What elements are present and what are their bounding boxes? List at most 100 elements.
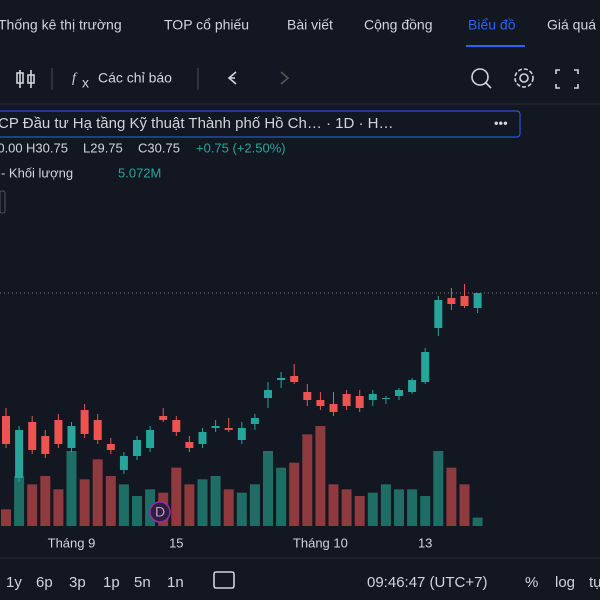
ohlc-legend: L29.75 (83, 140, 123, 155)
more-button[interactable]: ••• (494, 115, 508, 130)
candle-body (316, 400, 325, 406)
candle-body (237, 428, 246, 440)
volume-bar (184, 484, 195, 526)
volume-bar (459, 484, 470, 526)
timeframe-button[interactable]: 6p (36, 574, 53, 591)
volume-bar (367, 492, 378, 526)
ohlc-legend: H30.75 (26, 140, 68, 155)
candle-body (381, 398, 390, 399)
scale-option[interactable]: log (555, 574, 575, 591)
volume-legend-label: Volume - Khối lượng (0, 165, 73, 180)
candle-body (80, 410, 89, 434)
fx-icon: x (82, 75, 89, 91)
candle-body (41, 436, 50, 454)
candle-body (185, 442, 194, 448)
volume-bar (118, 484, 129, 526)
candle-body (342, 394, 351, 406)
scale-option[interactable]: tự (589, 574, 600, 591)
nav-bar (0, 0, 600, 52)
volume-bar (420, 496, 431, 526)
candle-body (264, 390, 272, 398)
timeframe-button[interactable]: 1n (167, 574, 184, 591)
nav-tab[interactable]: Biểu đồ (468, 17, 516, 33)
volume-bar (394, 489, 404, 526)
fx-icon: f (72, 71, 78, 86)
candle-body (15, 430, 24, 478)
nav-tab[interactable]: Bài viết (287, 17, 333, 33)
pane-button[interactable] (0, 190, 6, 214)
nav-tab[interactable]: Giá quá (547, 17, 596, 33)
candle-body (368, 394, 377, 400)
volume-legend-value: 5.072M (118, 165, 161, 180)
volume-bar (132, 496, 142, 526)
scale-option[interactable]: % (525, 574, 538, 591)
volume-bar (40, 476, 51, 526)
volume-bar (328, 484, 339, 526)
candle-body (408, 380, 417, 392)
candle-body (434, 300, 443, 328)
candle-body (329, 404, 338, 412)
x-tick-label: 13 (418, 535, 432, 550)
volume-bar (380, 484, 391, 526)
candle-body (250, 418, 259, 424)
x-tick-label: Tháng 9 (48, 535, 96, 550)
volume-bar (105, 476, 116, 526)
timeframe-button[interactable]: 1y (6, 574, 22, 591)
volume-bar (249, 484, 260, 526)
candle-body (54, 420, 63, 444)
candle-body (277, 378, 286, 380)
candle-body (119, 456, 128, 470)
candle-body (28, 422, 37, 450)
toolbar-icons (16, 68, 579, 589)
timeframe-button[interactable]: 5n (134, 574, 151, 591)
dividend-marker[interactable] (149, 501, 171, 523)
volume-bar (302, 434, 313, 526)
symbol-title[interactable]: CP Đầu tư Hạ tầng Kỹ thuật Thành phố Hồ … (0, 115, 394, 132)
ohlc-legend: C30.75 (138, 140, 180, 155)
dividend-marker-label: D (155, 504, 165, 520)
candle-body (473, 293, 482, 308)
candle-body (290, 376, 299, 382)
volume-bar (79, 479, 90, 526)
nav-tab[interactable]: TOP cổ phiếu (164, 17, 249, 33)
volume-bar (433, 451, 444, 526)
candle-body (211, 426, 220, 428)
candle-body (421, 352, 430, 382)
x-tick-label: Tháng 10 (293, 535, 348, 550)
volume-bar (66, 451, 77, 526)
candle-body (460, 296, 469, 306)
volume-bar (171, 467, 182, 526)
candle-body (93, 420, 102, 440)
volume-bar (341, 489, 352, 526)
timeframe-button[interactable]: 1p (103, 574, 120, 591)
volume-bar (236, 492, 247, 526)
volume-bar (315, 426, 326, 526)
nav-tab[interactable]: Thống kê thị trường (0, 17, 122, 33)
volume-bar (145, 489, 156, 526)
volume-bar (276, 467, 287, 526)
volume-bar (53, 489, 64, 526)
nav-tab[interactable]: Cộng đồng (364, 17, 433, 33)
ohlc-legend: O30.00 (0, 140, 23, 155)
volume-bar (197, 479, 208, 526)
timeframe-button[interactable]: 3p (69, 574, 86, 591)
volume-bar (1, 509, 11, 526)
candle-body (303, 392, 312, 400)
volume-bar (27, 484, 38, 526)
volume-bar (446, 467, 457, 526)
indicators-button[interactable]: Các chỉ báo (98, 70, 172, 86)
candle-body (133, 440, 141, 456)
volume-bar (263, 451, 273, 526)
candle-body (159, 416, 168, 420)
candle-body (2, 416, 10, 444)
candle-body (355, 396, 364, 408)
chart: Tháng 9 15 Tháng 10 13 (0, 284, 600, 550)
x-tick-label: 15 (169, 535, 183, 550)
symbol-box[interactable] (0, 110, 521, 138)
volume-bar (223, 489, 234, 526)
candle-body (224, 428, 233, 430)
candle-body (198, 432, 207, 444)
volume-bar (289, 462, 300, 526)
